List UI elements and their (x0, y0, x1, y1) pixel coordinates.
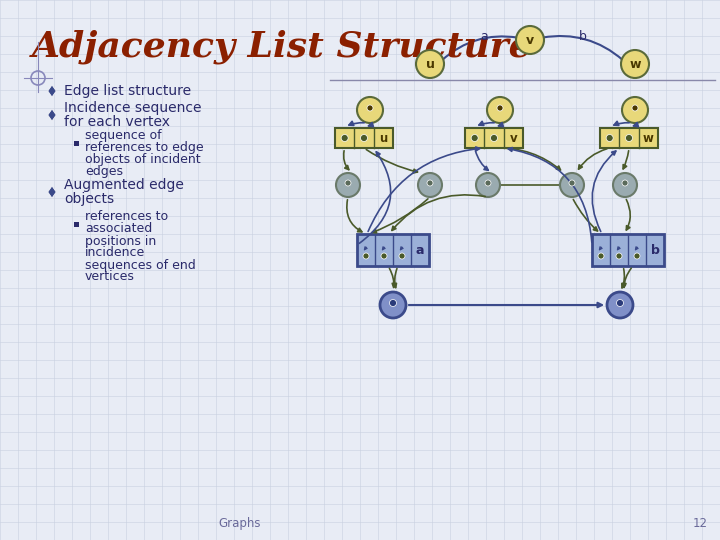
Circle shape (497, 105, 503, 111)
Text: b: b (579, 30, 587, 44)
Circle shape (476, 173, 500, 197)
Circle shape (560, 173, 584, 197)
Circle shape (341, 134, 348, 141)
Circle shape (485, 180, 491, 186)
Circle shape (416, 50, 444, 78)
Bar (73, 221, 78, 226)
Bar (73, 140, 78, 145)
Text: 12: 12 (693, 517, 708, 530)
Text: b: b (651, 244, 660, 256)
Circle shape (381, 253, 387, 259)
Circle shape (607, 292, 633, 318)
Circle shape (606, 134, 613, 141)
Circle shape (487, 97, 513, 123)
FancyBboxPatch shape (592, 234, 664, 266)
Circle shape (345, 180, 351, 186)
Text: sequences of end: sequences of end (85, 259, 196, 272)
Polygon shape (48, 186, 56, 198)
Circle shape (632, 105, 638, 111)
Text: Augmented edge: Augmented edge (64, 178, 184, 192)
FancyBboxPatch shape (465, 128, 523, 148)
Circle shape (336, 173, 360, 197)
Text: a: a (415, 244, 424, 256)
Circle shape (367, 105, 373, 111)
Text: references to edge: references to edge (85, 141, 204, 154)
Circle shape (569, 180, 575, 186)
Text: positions in: positions in (85, 234, 156, 247)
Text: v: v (510, 132, 517, 145)
Text: w: w (629, 57, 641, 71)
Text: u: u (426, 57, 434, 71)
Text: objects of incident: objects of incident (85, 153, 201, 166)
Text: a: a (480, 30, 488, 44)
Text: associated: associated (85, 222, 152, 235)
Text: u: u (379, 132, 387, 145)
Text: Adjacency List Structure: Adjacency List Structure (32, 30, 533, 64)
Circle shape (361, 134, 367, 141)
Text: v: v (526, 33, 534, 46)
Text: w: w (643, 132, 654, 145)
Circle shape (490, 134, 498, 141)
Text: vertices: vertices (85, 271, 135, 284)
Circle shape (516, 26, 544, 54)
Circle shape (357, 97, 383, 123)
Text: Graphs: Graphs (219, 517, 261, 530)
Circle shape (621, 50, 649, 78)
Text: incidence: incidence (85, 246, 145, 260)
Circle shape (616, 253, 622, 259)
Circle shape (634, 253, 640, 259)
Circle shape (626, 134, 632, 141)
Polygon shape (48, 109, 56, 121)
Circle shape (616, 300, 624, 307)
Circle shape (613, 173, 637, 197)
Circle shape (598, 253, 604, 259)
Circle shape (363, 253, 369, 259)
Text: references to: references to (85, 211, 168, 224)
Circle shape (427, 180, 433, 186)
Circle shape (399, 253, 405, 259)
Circle shape (380, 292, 406, 318)
Circle shape (622, 97, 648, 123)
FancyBboxPatch shape (357, 234, 429, 266)
Polygon shape (48, 85, 56, 97)
Circle shape (622, 180, 628, 186)
Circle shape (471, 134, 478, 141)
FancyBboxPatch shape (335, 128, 393, 148)
FancyBboxPatch shape (600, 128, 658, 148)
Text: objects: objects (64, 192, 114, 206)
Text: edges: edges (85, 165, 123, 179)
Circle shape (418, 173, 442, 197)
Text: Incidence sequence: Incidence sequence (64, 101, 202, 115)
Text: Edge list structure: Edge list structure (64, 84, 191, 98)
Text: for each vertex: for each vertex (64, 115, 170, 129)
Text: sequence of: sequence of (85, 130, 161, 143)
Circle shape (390, 300, 397, 307)
